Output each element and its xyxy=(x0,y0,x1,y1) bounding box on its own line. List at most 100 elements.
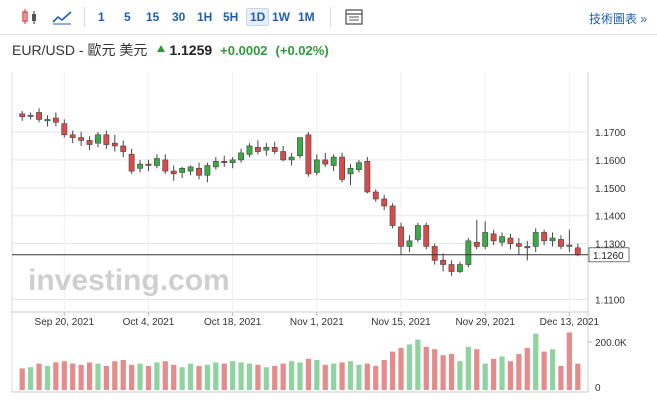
timeframe-1d[interactable]: 1D xyxy=(246,8,270,26)
candle-body[interactable] xyxy=(524,246,531,249)
candle-body[interactable] xyxy=(44,119,51,122)
candle-body[interactable] xyxy=(549,237,556,242)
volume-bar xyxy=(19,368,25,390)
candle-body[interactable] xyxy=(473,241,480,247)
candle-body[interactable] xyxy=(221,161,228,163)
candle-body[interactable] xyxy=(204,165,211,176)
toolbar-divider xyxy=(84,7,85,27)
volume-bar xyxy=(246,363,253,390)
candle-body[interactable] xyxy=(137,163,143,169)
timeframe-5h[interactable]: 5H xyxy=(223,10,239,24)
candle-body[interactable] xyxy=(507,237,514,244)
candle-body[interactable] xyxy=(179,167,186,173)
volume-bar xyxy=(381,360,387,390)
timeframe-1min[interactable]: 1 xyxy=(98,10,105,24)
candle-body[interactable] xyxy=(170,170,177,175)
candle-body[interactable] xyxy=(187,166,194,172)
candle-body[interactable] xyxy=(574,247,581,256)
candle-body[interactable] xyxy=(128,154,135,172)
candle-body[interactable] xyxy=(440,260,447,265)
candle-body[interactable] xyxy=(364,161,371,193)
candle-body[interactable] xyxy=(36,112,42,120)
candle-body[interactable] xyxy=(78,137,85,141)
toolbar-divider xyxy=(330,7,331,27)
candle-body[interactable] xyxy=(288,156,295,161)
candle-body[interactable] xyxy=(255,147,261,152)
timeframe-1w[interactable]: 1W xyxy=(272,10,290,24)
candle-body[interactable] xyxy=(305,134,312,175)
candle-body[interactable] xyxy=(271,147,278,152)
candle-body[interactable] xyxy=(372,191,379,200)
candle-body[interactable] xyxy=(313,159,320,173)
candle-body[interactable] xyxy=(558,239,564,247)
volume-bar xyxy=(36,363,42,390)
candle-body[interactable] xyxy=(86,140,93,145)
candle-body[interactable] xyxy=(541,232,548,242)
candle-body[interactable] xyxy=(263,147,270,151)
candle-body[interactable] xyxy=(414,225,421,240)
candlestick-icon[interactable] xyxy=(20,8,40,26)
timeframe-1m[interactable]: 1M xyxy=(298,10,315,24)
candle-body[interactable] xyxy=(431,246,438,261)
volume-bar xyxy=(263,367,269,390)
candle-body[interactable] xyxy=(103,134,110,145)
volume-bar xyxy=(322,364,328,390)
candle-body[interactable] xyxy=(330,156,337,166)
candle-body[interactable] xyxy=(229,159,236,163)
volume-bar xyxy=(221,363,227,390)
candle-body[interactable] xyxy=(339,156,345,180)
candle-body[interactable] xyxy=(381,198,388,207)
volume-bar xyxy=(541,351,547,390)
volume-bar xyxy=(423,346,429,390)
candle-body[interactable] xyxy=(499,236,505,243)
candle-body[interactable] xyxy=(515,243,522,247)
candle-body[interactable] xyxy=(280,151,287,161)
candle-body[interactable] xyxy=(356,162,362,170)
timeframe-30min[interactable]: 30 xyxy=(172,10,186,24)
candle-body[interactable] xyxy=(482,232,489,247)
candle-body[interactable] xyxy=(423,225,430,247)
candle-body[interactable] xyxy=(52,117,59,123)
candle-body[interactable] xyxy=(532,232,539,247)
candle-body[interactable] xyxy=(153,158,160,166)
candle-body[interactable] xyxy=(238,152,244,161)
technical-chart-link[interactable]: 技術圖表 » xyxy=(588,12,647,26)
candle-body[interactable] xyxy=(111,142,118,147)
candle-body[interactable] xyxy=(212,161,219,168)
volume-bar xyxy=(171,364,177,390)
line-chart-icon[interactable] xyxy=(52,8,72,26)
volume-bar xyxy=(255,364,261,390)
candle-body[interactable] xyxy=(19,113,26,117)
candle-body[interactable] xyxy=(322,159,329,165)
volume-bar xyxy=(432,349,438,390)
volume-bar xyxy=(347,361,354,390)
timeframe-5min[interactable]: 5 xyxy=(124,10,131,24)
candle-body[interactable] xyxy=(457,264,463,272)
candle-body[interactable] xyxy=(465,240,472,265)
candle-body[interactable] xyxy=(406,240,413,247)
calendar-icon[interactable] xyxy=(344,8,364,26)
candle-body[interactable] xyxy=(95,134,101,144)
volume-bar xyxy=(549,349,556,390)
candle-body[interactable] xyxy=(196,167,202,176)
y-tick-label: 1.1300 xyxy=(595,240,626,251)
volume-bar xyxy=(491,358,497,390)
candle-body[interactable] xyxy=(120,145,127,152)
candle-body[interactable] xyxy=(145,163,152,166)
timeframe-1h[interactable]: 1H xyxy=(197,10,213,24)
timeframe-15min[interactable]: 15 xyxy=(146,10,160,24)
candle-body[interactable] xyxy=(448,264,455,272)
candle-body[interactable] xyxy=(490,233,497,242)
candle-body[interactable] xyxy=(69,134,76,138)
candle-body[interactable] xyxy=(297,137,303,157)
candle-body[interactable] xyxy=(398,226,404,247)
volume-bar xyxy=(457,361,463,390)
candle-body[interactable] xyxy=(389,205,396,226)
candle-body[interactable] xyxy=(162,159,169,172)
candle-body[interactable] xyxy=(27,114,34,117)
candle-body[interactable] xyxy=(61,123,68,136)
candle-body[interactable] xyxy=(566,244,573,247)
candle-body[interactable] xyxy=(347,167,354,175)
candle-body[interactable] xyxy=(246,145,253,155)
